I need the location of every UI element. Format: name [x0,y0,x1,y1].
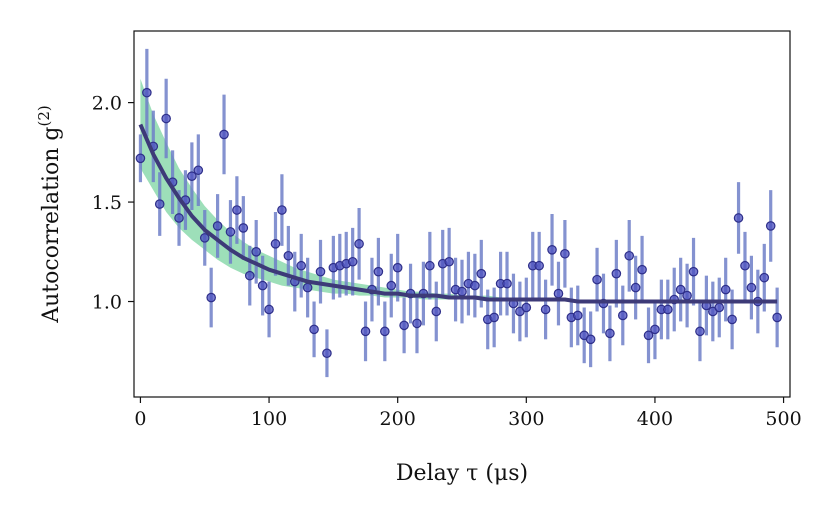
x-tick-label: 200 [380,408,416,430]
data-point [380,326,390,337]
data-point [553,288,564,299]
data-point [315,266,326,277]
data-point [199,233,210,243]
data-point [174,213,184,223]
data-point [624,250,635,261]
x-tick-label: 500 [765,408,801,430]
y-axis-label: Autocorrelation g(2) [35,105,64,324]
fit-line [138,123,778,304]
y-axis-label-main: Autocorrelation g [39,126,64,323]
data-point [560,248,570,259]
data-point [270,239,281,249]
data-point [592,274,602,285]
data-point [585,334,596,345]
data-point [714,302,725,313]
data-point [399,320,409,331]
data-point [161,113,171,124]
data-point [283,250,294,261]
data-point [264,304,274,315]
data-point [386,280,397,291]
data-point [296,260,307,271]
x-tick-label: 300 [508,408,544,430]
data-point [682,290,692,301]
data-point [630,282,641,293]
data-point [425,260,435,271]
data-point [212,221,223,231]
data-point [733,213,744,223]
data-point [347,256,358,267]
data-point [663,304,673,315]
data-point [540,304,551,315]
data-point [675,284,686,295]
data-point [650,324,660,335]
data-point [534,260,544,271]
data-point [720,284,731,295]
data-point [277,205,287,215]
x-tick-label: 100 [251,408,287,430]
data-point [431,306,442,317]
data-point [360,326,371,337]
data-point [238,223,249,233]
data-point [611,268,622,279]
data-point [759,272,770,283]
plot-area [134,31,790,397]
data-point [219,129,229,140]
data-point [502,278,512,289]
data-point [154,199,165,209]
data-point [142,87,152,98]
data-point [251,246,261,257]
data-point [727,314,737,325]
data-point [489,312,499,323]
y-tick-label: 1.5 [92,192,122,214]
data-point [643,330,654,341]
plot-frame [133,30,791,398]
data-point [617,310,628,321]
data-point [206,292,216,303]
data-point [740,260,750,271]
data-point [302,282,313,293]
data-point [373,266,384,277]
data-point [135,153,146,164]
fit-line-layer [138,123,778,304]
data-point [547,245,557,255]
data-point [187,171,197,182]
data-point [457,286,467,297]
data-point [193,165,204,176]
data-point [470,280,480,291]
data-point [257,280,268,291]
data-point [225,227,236,237]
data-point [605,328,615,339]
data-point [392,262,403,273]
data-point [765,221,776,231]
data-point [688,266,699,277]
data-point [572,310,583,321]
data-point [322,348,332,359]
data-point [695,326,705,337]
data-point [476,268,487,279]
data-point-layer [135,87,782,359]
data-point [746,282,757,293]
data-point [444,256,454,267]
data-point [232,205,242,215]
x-axis-label: Delay τ (μs) [396,461,528,486]
x-tick-label: 0 [134,408,146,430]
data-point [309,324,319,335]
y-tick-label: 2.0 [92,93,122,115]
data-point [772,312,782,323]
x-tick-label: 400 [637,408,673,430]
data-point [637,264,647,275]
y-axis-ticks: 1.0 1.5 2.0 [92,93,134,314]
y-axis-label-superscript: (2) [35,105,53,126]
x-axis-ticks: 0 100 200 300 400 500 [134,397,802,430]
data-point [412,318,422,329]
data-point [244,270,255,281]
data-point [354,239,364,249]
data-point [521,302,532,313]
y-tick-label: 1.0 [92,292,122,314]
